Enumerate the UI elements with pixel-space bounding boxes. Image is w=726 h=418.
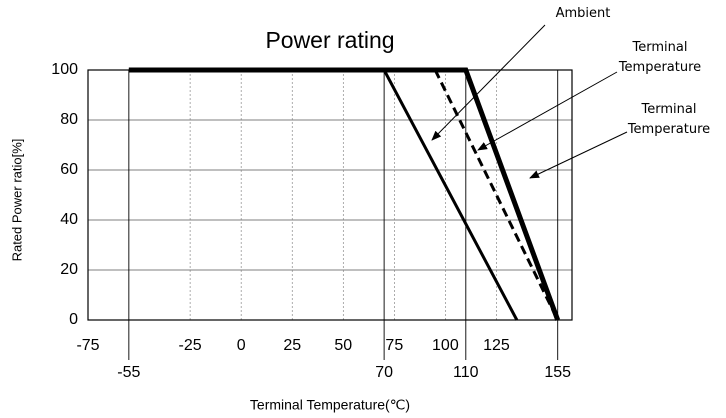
x-tick-label: 125 [483,337,510,354]
arrow [477,71,618,151]
x-tick-label: 50 [334,337,352,354]
arrow [431,24,546,141]
x-tick-label: 70 [375,364,393,381]
y-tick-label: 40 [60,211,78,228]
plot-frame [87,69,573,321]
y-tick-label: 100 [51,61,78,78]
x-tick-label: 110 [453,364,479,381]
x-tick-label: 25 [283,337,301,354]
y-axis-label: Rated Power ratio[%] [9,139,24,262]
x-tick-label: -75 [76,337,99,354]
chart-title: Power rating [265,27,394,53]
y-tick-label: 80 [60,111,78,128]
series-line [128,67,561,321]
y-tick-label: 0 [69,311,78,328]
y-tick-label: 60 [60,161,78,178]
x-tick-label: 0 [237,337,246,354]
y-tick-label: 20 [60,261,78,278]
x-tick-label: -55 [117,364,140,381]
x-axis-label: Terminal Temperature(℃) [250,397,410,413]
arrow [529,131,628,179]
x-tick-label: 75 [385,337,403,354]
x-tick-label: 100 [432,337,459,354]
annotation: Terminal Temperature [627,102,711,137]
annotation: Terminal Temperature [618,40,702,75]
annotation: Ambient [555,6,611,21]
series-line [433,69,560,321]
series-line [128,68,519,321]
x-tick-label: 155 [544,364,571,381]
x-tick-label: -25 [179,337,202,354]
